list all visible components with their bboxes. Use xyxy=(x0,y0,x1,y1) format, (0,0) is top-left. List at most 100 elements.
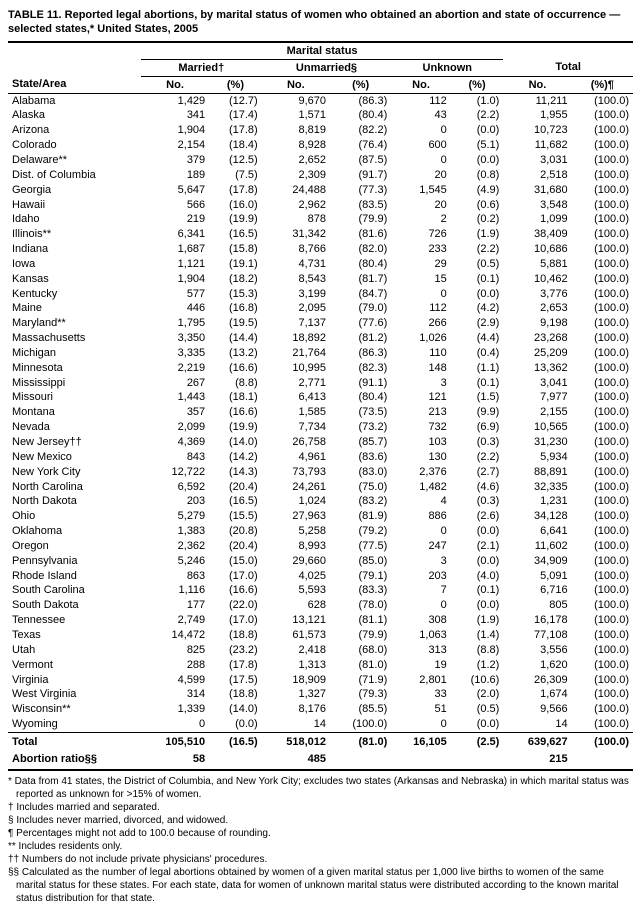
percent-cell: (100.0) xyxy=(572,168,633,183)
state-cell: Abortion ratio§§ xyxy=(8,752,141,770)
state-cell: Texas xyxy=(8,628,141,643)
state-cell: Georgia xyxy=(8,183,141,198)
number-cell: 2,418 xyxy=(262,643,330,658)
number-cell: 203 xyxy=(391,569,451,584)
number-cell: 130 xyxy=(391,450,451,465)
number-cell: 77,108 xyxy=(503,628,571,643)
percent-cell: (0.8) xyxy=(451,168,504,183)
percent-cell: (100.0) xyxy=(572,183,633,198)
number-cell: 13,121 xyxy=(262,613,330,628)
col-no: No. xyxy=(391,76,451,93)
number-cell: 379 xyxy=(141,153,209,168)
number-cell: 878 xyxy=(262,212,330,227)
percent-cell: (84.7) xyxy=(330,287,391,302)
state-cell: Utah xyxy=(8,643,141,658)
number-cell: 4,731 xyxy=(262,257,330,272)
number-cell: 2 xyxy=(391,212,451,227)
number-cell: 73,793 xyxy=(262,465,330,480)
percent-cell: (15.0) xyxy=(209,554,262,569)
percent-cell: (14.0) xyxy=(209,702,262,717)
number-cell: 3 xyxy=(391,376,451,391)
percent-cell: (79.2) xyxy=(330,524,391,539)
state-cell: Montana xyxy=(8,405,141,420)
percent-cell: (71.9) xyxy=(330,673,391,688)
number-cell: 21,764 xyxy=(262,346,330,361)
state-cell: Maine xyxy=(8,301,141,316)
percent-cell: (79.3) xyxy=(330,687,391,702)
number-cell: 247 xyxy=(391,539,451,554)
percent-cell: (0.1) xyxy=(451,583,504,598)
percent-cell: (17.8) xyxy=(209,123,262,138)
number-cell: 31,342 xyxy=(262,227,330,242)
number-cell: 8,928 xyxy=(262,138,330,153)
table-row: Wisconsin**1,339(14.0)8,176(85.5)51(0.5)… xyxy=(8,702,633,717)
number-cell: 732 xyxy=(391,420,451,435)
number-cell: 8,993 xyxy=(262,539,330,554)
marital-status-header: Marital status xyxy=(141,42,503,60)
state-cell: Alabama xyxy=(8,93,141,108)
percent-cell: (68.0) xyxy=(330,643,391,658)
number-cell: 1,383 xyxy=(141,524,209,539)
number-cell: 6,413 xyxy=(262,390,330,405)
number-cell xyxy=(391,752,451,770)
number-cell: 4,369 xyxy=(141,435,209,450)
number-cell: 18,892 xyxy=(262,331,330,346)
table-row: Georgia5,647(17.8)24,488(77.3)1,545(4.9)… xyxy=(8,183,633,198)
state-cell: New York City xyxy=(8,465,141,480)
percent-cell: (1.9) xyxy=(451,613,504,628)
number-cell: 566 xyxy=(141,198,209,213)
number-cell: 2,095 xyxy=(262,301,330,316)
percent-cell: (78.0) xyxy=(330,598,391,613)
number-cell: 3,031 xyxy=(503,153,571,168)
percent-cell: (19.9) xyxy=(209,212,262,227)
number-cell: 2,653 xyxy=(503,301,571,316)
percent-cell: (79.9) xyxy=(330,212,391,227)
percent-cell: (2.2) xyxy=(451,108,504,123)
percent-cell: (0.0) xyxy=(451,524,504,539)
percent-cell: (73.2) xyxy=(330,420,391,435)
table-row: New York City12,722(14.3)73,793(83.0)2,3… xyxy=(8,465,633,480)
number-cell: 24,261 xyxy=(262,480,330,495)
number-cell: 7,734 xyxy=(262,420,330,435)
number-cell: 485 xyxy=(262,752,330,770)
state-cell: Virginia xyxy=(8,673,141,688)
col-pct: (%) xyxy=(451,76,504,93)
percent-cell: (16.6) xyxy=(209,361,262,376)
number-cell: 4 xyxy=(391,494,451,509)
number-cell: 16,105 xyxy=(391,732,451,751)
state-cell: Nevada xyxy=(8,420,141,435)
percent-cell: (100.0) xyxy=(572,613,633,628)
number-cell: 288 xyxy=(141,658,209,673)
table-row: Indiana1,687(15.8)8,766(82.0)233(2.2)10,… xyxy=(8,242,633,257)
percent-cell: (85.5) xyxy=(330,702,391,717)
number-cell: 26,309 xyxy=(503,673,571,688)
table-row: Maryland**1,795(19.5)7,137(77.6)266(2.9)… xyxy=(8,316,633,331)
percent-cell: (100.0) xyxy=(572,554,633,569)
percent-cell: (86.3) xyxy=(330,93,391,108)
number-cell: 10,686 xyxy=(503,242,571,257)
percent-cell: (100.0) xyxy=(572,153,633,168)
state-cell: Colorado xyxy=(8,138,141,153)
table-row: Alaska341(17.4)1,571(80.4)43(2.2)1,955(1… xyxy=(8,108,633,123)
percent-cell: (100.0) xyxy=(572,465,633,480)
table-row: Wyoming0(0.0)14(100.0)0(0.0)14(100.0) xyxy=(8,717,633,732)
number-cell: 2,309 xyxy=(262,168,330,183)
percent-cell: (100.0) xyxy=(572,346,633,361)
number-cell: 34,128 xyxy=(503,509,571,524)
number-cell: 1,482 xyxy=(391,480,451,495)
number-cell: 0 xyxy=(141,717,209,732)
number-cell: 5,593 xyxy=(262,583,330,598)
number-cell: 1,231 xyxy=(503,494,571,509)
percent-cell: (20.8) xyxy=(209,524,262,539)
number-cell: 14 xyxy=(503,717,571,732)
number-cell: 2,749 xyxy=(141,613,209,628)
percent-cell xyxy=(209,752,262,770)
footnote: ** Includes residents only. xyxy=(8,840,633,853)
number-cell: 2,219 xyxy=(141,361,209,376)
percent-cell: (81.2) xyxy=(330,331,391,346)
state-cell: North Carolina xyxy=(8,480,141,495)
number-cell: 843 xyxy=(141,450,209,465)
table-row: Michigan3,335(13.2)21,764(86.3)110(0.4)2… xyxy=(8,346,633,361)
number-cell: 3,556 xyxy=(503,643,571,658)
number-cell: 1,904 xyxy=(141,123,209,138)
